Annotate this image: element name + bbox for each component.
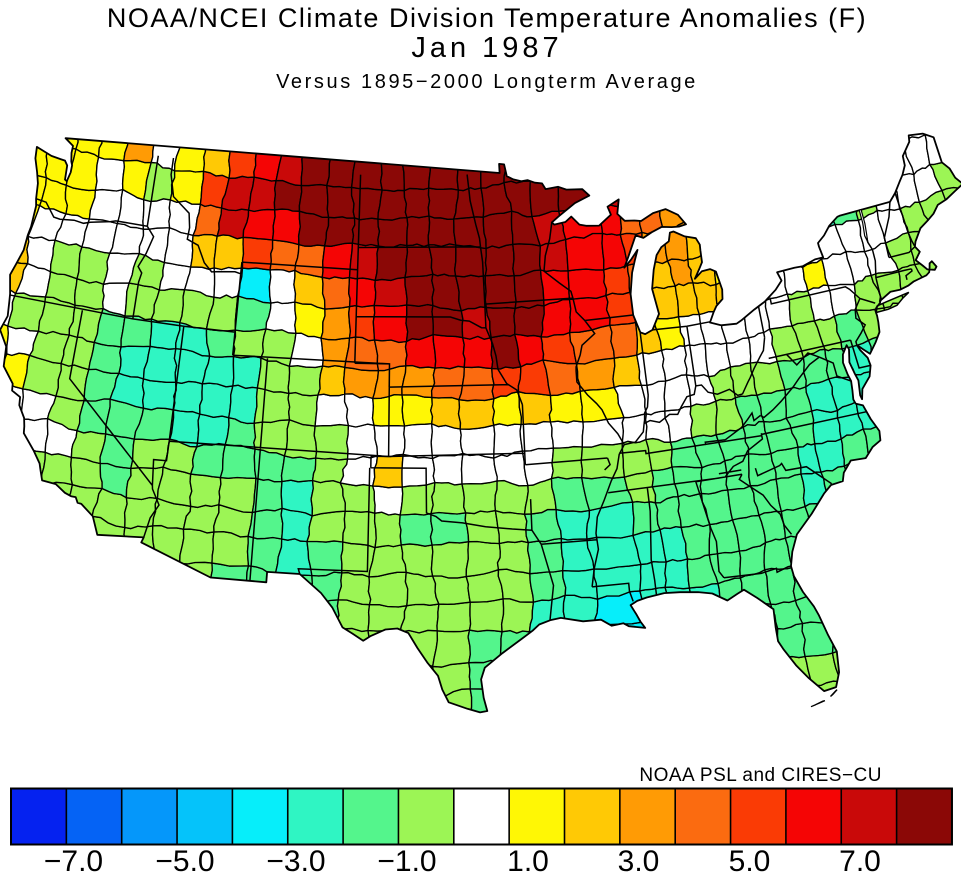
svg-text:1.0: 1.0 <box>507 845 549 875</box>
svg-text:Versus 1895−2000 Longterm Aver: Versus 1895−2000 Longterm Average <box>276 71 698 93</box>
svg-text:Jan 1987: Jan 1987 <box>411 32 562 64</box>
svg-text:−1.0: −1.0 <box>377 845 436 875</box>
svg-text:7.0: 7.0 <box>839 845 881 875</box>
svg-text:3.0: 3.0 <box>618 845 660 875</box>
svg-text:5.0: 5.0 <box>729 845 771 875</box>
svg-text:−5.0: −5.0 <box>155 845 214 875</box>
svg-text:NOAA/NCEI Climate Division Tem: NOAA/NCEI Climate Division Temperature A… <box>107 3 867 33</box>
svg-text:NOAA PSL and CIRES−CU: NOAA PSL and CIRES−CU <box>639 765 882 786</box>
svg-text:−7.0: −7.0 <box>44 845 103 875</box>
svg-text:−3.0: −3.0 <box>266 845 325 875</box>
